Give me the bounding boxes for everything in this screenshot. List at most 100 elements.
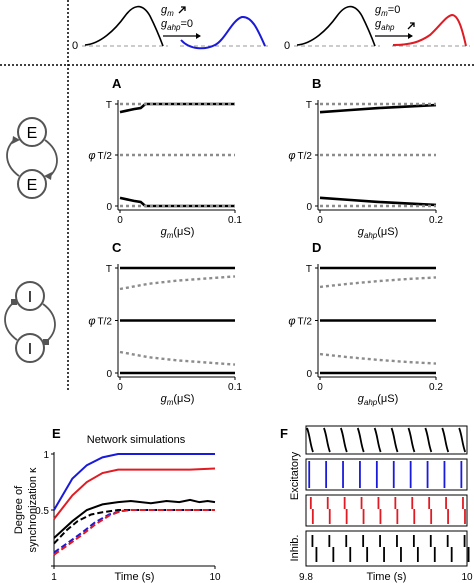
y-tick-label: 0.5 [35,506,49,517]
i-node-top-label: I [28,289,32,306]
inhibitory-terminal-icon-1 [11,299,17,305]
x-tick-label: 10 [209,572,221,583]
y-tick-label: T [106,264,112,275]
spike-mark [328,535,335,562]
x-axis-label: gm(μS) [161,393,195,407]
x-tick-label: 0.2 [429,382,443,393]
y-tick-label: 0 [306,369,312,380]
gahp-increase-label: gahp [375,18,395,32]
inhibitory-terminal-icon-2 [43,339,49,345]
spike-mark [362,535,369,562]
series-line-unstable [119,275,236,291]
arrow-head-icon-e1 [12,136,20,144]
spike-mark [379,535,385,562]
spike-mark [396,535,402,562]
series-line-red-dashed [53,509,215,556]
excitatory-circuit: E E [6,117,58,199]
phase-plot-a: A 0 T/2 Tφ 0 0.1 gm(μS) [88,76,242,240]
spike-mark [441,427,450,453]
gahp-label: gahp=0 [161,18,193,32]
e-node-bottom-label: E [27,177,38,194]
y-tick-label: T/2 [98,317,113,328]
y-tick-label: T [106,100,112,111]
charts-layer: A 0 T/2 Tφ 0 0.1 gm(μS) B 0 T/2 Tφ 0 0.2 gahp(μS) C 0 T/… [13,76,473,583]
x-tick-label: 0 [317,382,323,393]
y-tick-label: T [306,100,312,111]
x-tick-label: 0 [317,215,323,226]
series-line-stable [119,102,235,114]
spike-mark [411,497,416,524]
row-label-excitatory: Excitatory [289,451,301,500]
panel-label: C [112,240,122,255]
increase-arrow-icon [178,6,186,14]
spike-mark [345,535,352,562]
series-line-black-dashed [53,509,215,545]
spike-mark [323,427,331,453]
phase-plot-d: D 0 T/2 Tφ 0 0.2 gahp(μS) [288,240,443,407]
inhibitory-circuit: I I [4,281,56,363]
spike-mark [394,497,399,524]
y-tick-label: T/2 [98,151,113,162]
i-connection-left [4,303,18,341]
y-tick-label: T [306,264,312,275]
spike-mark [377,497,382,524]
gm-label: gm [161,4,174,18]
spike-mark [412,535,419,562]
x-tick-label: 0 [117,382,123,393]
x-tick-label: 10 [461,572,473,583]
x-tick-label: 0.1 [228,382,242,393]
spike-mark [424,427,433,453]
y-tick-label: T/2 [298,317,313,328]
panel-label: B [312,76,321,91]
y-axis-label: φ [288,316,295,328]
sync-plot-e: E Network simulations 0.5 1 1 10 Time (s) Degre… [13,426,221,583]
arrow-head-icon [196,33,201,39]
e-connection-left [6,139,20,177]
arrow-head-icon-e2 [44,172,52,180]
panel-label: A [112,76,122,91]
spike-mark [429,535,436,562]
series-line-stable [319,103,437,114]
y-tick-label: 0 [106,202,112,213]
increase-arrow-icon-2 [407,22,415,30]
series-line-black-solid [53,498,216,539]
series-line-stable [319,196,437,207]
spike-mark [311,535,318,562]
phase-plot-c: C 0 T/2 Tφ 0 0.1 gm(μS) [88,240,242,407]
spike-mark [306,427,314,453]
gm-zero-label: gm=0 [375,4,400,18]
zero-label: 0 [72,40,78,52]
y-axis-label: φ [88,150,95,162]
series-line-red-solid [53,467,216,520]
x-tick-label: 0.2 [429,215,443,226]
black-waveform [84,5,164,47]
spike-mark [458,427,467,453]
spike-mark [360,497,365,524]
e-node-top [17,117,47,147]
i-node-top [15,281,45,311]
series-line-blue-dashed [53,509,215,554]
y-tick-label: 1 [43,450,49,461]
panel-label: D [312,240,321,255]
phase-plot-b: B 0 T/2 Tφ 0 0.2 gahp(μS) [288,76,443,240]
i-node-bottom [15,333,45,363]
chart-title: Network simulations [87,434,186,446]
y-tick-label: 0 [106,369,112,380]
panel-label: E [52,426,61,441]
row-label-inhibitory: Inhib. [289,535,301,562]
spike-mark [343,497,348,524]
e-node-top-label: E [27,125,38,142]
spike-mark [356,427,365,453]
series-line-unstable [319,352,437,365]
spike-mark [326,497,331,524]
i-connection-right [42,303,56,341]
spike-mark [390,427,399,453]
series-line-unstable [119,350,236,366]
series-line-stable [119,196,235,208]
black-waveform-right [296,5,376,47]
spike-mark [428,497,433,524]
x-tick-label: 0 [117,215,123,226]
header-left-sketch: 0 gm gahp=0 [72,4,270,52]
